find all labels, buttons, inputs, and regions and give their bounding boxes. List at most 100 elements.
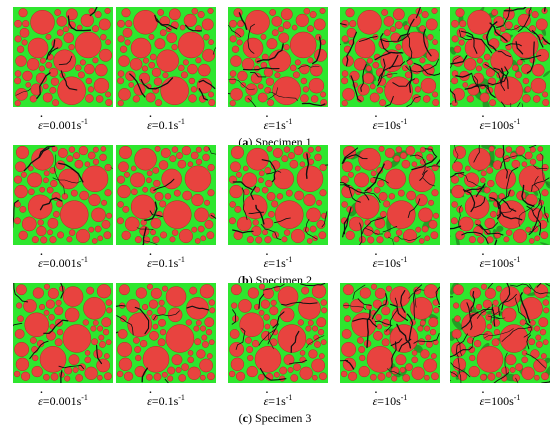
strain-rate-label: ε=1s-1	[223, 111, 333, 132]
subfigure-letter: a	[242, 135, 249, 149]
strain-rate-unit: s	[509, 394, 514, 408]
strain-rate-symbol: ε	[264, 249, 269, 270]
strain-rate-exponent: -1	[178, 117, 185, 126]
damage-pattern-image	[450, 145, 550, 245]
damage-pattern-image	[116, 7, 216, 107]
strain-rate-label: ε=100s-1	[445, 111, 550, 132]
strain-rate-label: ε=0.001s-1	[8, 387, 118, 408]
strain-rate-exponent: -1	[400, 255, 408, 264]
strain-rate-exponent: -1	[513, 393, 521, 402]
specimen-3-panel-1	[13, 283, 113, 383]
strain-rate-unit: s	[76, 118, 82, 132]
strain-rate-label: ε=0.1s-1	[111, 111, 221, 132]
strain-rate-symbol: ε	[38, 387, 43, 408]
specimen-1-panel-3	[228, 7, 328, 107]
strain-rate-unit: s	[396, 118, 401, 132]
strain-rate-value: =0.1	[151, 256, 174, 270]
strain-rate-label: ε=10s-1	[335, 387, 445, 408]
strain-rate-exponent: -1	[81, 393, 88, 402]
damage-pattern-image	[340, 145, 440, 245]
specimen-3-panel-4	[340, 283, 440, 383]
damage-pattern-image	[116, 283, 216, 383]
damage-pattern-image	[13, 145, 113, 245]
subfigure-letter: b	[241, 273, 249, 287]
strain-rate-label: ε=0.001s-1	[8, 111, 118, 132]
strain-rate-symbol: ε	[373, 387, 378, 408]
strain-rate-value: =10	[377, 256, 397, 270]
specimen-1-panel-1	[13, 7, 113, 107]
strain-rate-symbol: ε	[373, 249, 378, 270]
strain-rate-symbol: ε	[38, 111, 43, 132]
subfigure-title: Specimen 3	[252, 411, 312, 425]
strain-rate-value: =1	[268, 256, 282, 270]
damage-pattern-image	[13, 7, 113, 107]
strain-rate-unit: s	[76, 394, 82, 408]
strain-rate-value: =1	[268, 394, 282, 408]
strain-rate-exponent: -1	[513, 255, 521, 264]
strain-rate-unit: s	[396, 256, 401, 270]
strain-rate-label: ε=1s-1	[223, 387, 333, 408]
specimen-2-panel-4	[340, 145, 440, 245]
specimen-2-panel-5	[450, 145, 550, 245]
strain-rate-symbol: ε	[480, 387, 485, 408]
strain-rate-symbol: ε	[264, 387, 269, 408]
specimen-3-panel-2	[116, 283, 216, 383]
strain-rate-value: =0.001	[42, 394, 77, 408]
strain-rate-exponent: -1	[81, 255, 88, 264]
damage-pattern-image	[340, 7, 440, 107]
strain-rate-exponent: -1	[513, 117, 521, 126]
damage-pattern-image	[13, 283, 113, 383]
strain-rate-unit: s	[509, 118, 514, 132]
strain-rate-exponent: -1	[285, 117, 293, 126]
specimen-1-panel-4	[340, 7, 440, 107]
strain-rate-label: ε=10s-1	[335, 111, 445, 132]
strain-rate-value: =10	[377, 118, 397, 132]
strain-rate-exponent: -1	[285, 255, 293, 264]
strain-rate-symbol: ε	[38, 249, 43, 270]
strain-rate-label: ε=100s-1	[445, 387, 550, 408]
specimen-2-panel-3	[228, 145, 328, 245]
strain-rate-symbol: ε	[373, 111, 378, 132]
strain-rate-symbol: ε	[264, 111, 269, 132]
strain-rate-unit: s	[281, 394, 286, 408]
strain-rate-exponent: -1	[400, 117, 408, 126]
strain-rate-symbol: ε	[480, 249, 485, 270]
damage-pattern-image	[450, 283, 550, 383]
strain-rate-unit: s	[396, 394, 401, 408]
subfigure-caption: (c) Specimen 3	[238, 411, 312, 425]
damage-pattern-image	[228, 283, 328, 383]
strain-rate-value: =0.1	[151, 394, 174, 408]
strain-rate-value: =0.001	[42, 118, 77, 132]
specimen-1-panel-5	[450, 7, 550, 107]
strain-rate-exponent: -1	[178, 255, 185, 264]
strain-rate-symbol: ε	[480, 111, 485, 132]
specimen-2-panel-2	[116, 145, 216, 245]
strain-rate-symbol: ε	[147, 387, 152, 408]
strain-rate-label: ε=0.1s-1	[111, 249, 221, 270]
damage-pattern-image	[228, 7, 328, 107]
strain-rate-symbol: ε	[147, 249, 152, 270]
strain-rate-unit: s	[509, 256, 514, 270]
damage-pattern-image	[228, 145, 328, 245]
subfigure-letter: c	[242, 411, 248, 425]
strain-rate-exponent: -1	[400, 393, 408, 402]
strain-rate-value: =100	[484, 256, 510, 270]
strain-rate-value: =100	[484, 118, 510, 132]
strain-rate-exponent: -1	[81, 117, 88, 126]
strain-rate-unit: s	[173, 394, 179, 408]
strain-rate-label: ε=0.001s-1	[8, 249, 118, 270]
strain-rate-symbol: ε	[147, 111, 152, 132]
strain-rate-unit: s	[281, 118, 286, 132]
specimen-3-panel-3	[228, 283, 328, 383]
specimen-2-panel-1	[13, 145, 113, 245]
strain-rate-value: =0.1	[151, 118, 174, 132]
strain-rate-exponent: -1	[285, 393, 293, 402]
strain-rate-label: ε=100s-1	[445, 249, 550, 270]
strain-rate-value: =1	[268, 118, 282, 132]
strain-rate-exponent: -1	[178, 393, 185, 402]
specimen-3-panel-5	[450, 283, 550, 383]
damage-pattern-image	[116, 145, 216, 245]
strain-rate-label: ε=10s-1	[335, 249, 445, 270]
damage-pattern-image	[340, 283, 440, 383]
specimen-1-panel-2	[116, 7, 216, 107]
